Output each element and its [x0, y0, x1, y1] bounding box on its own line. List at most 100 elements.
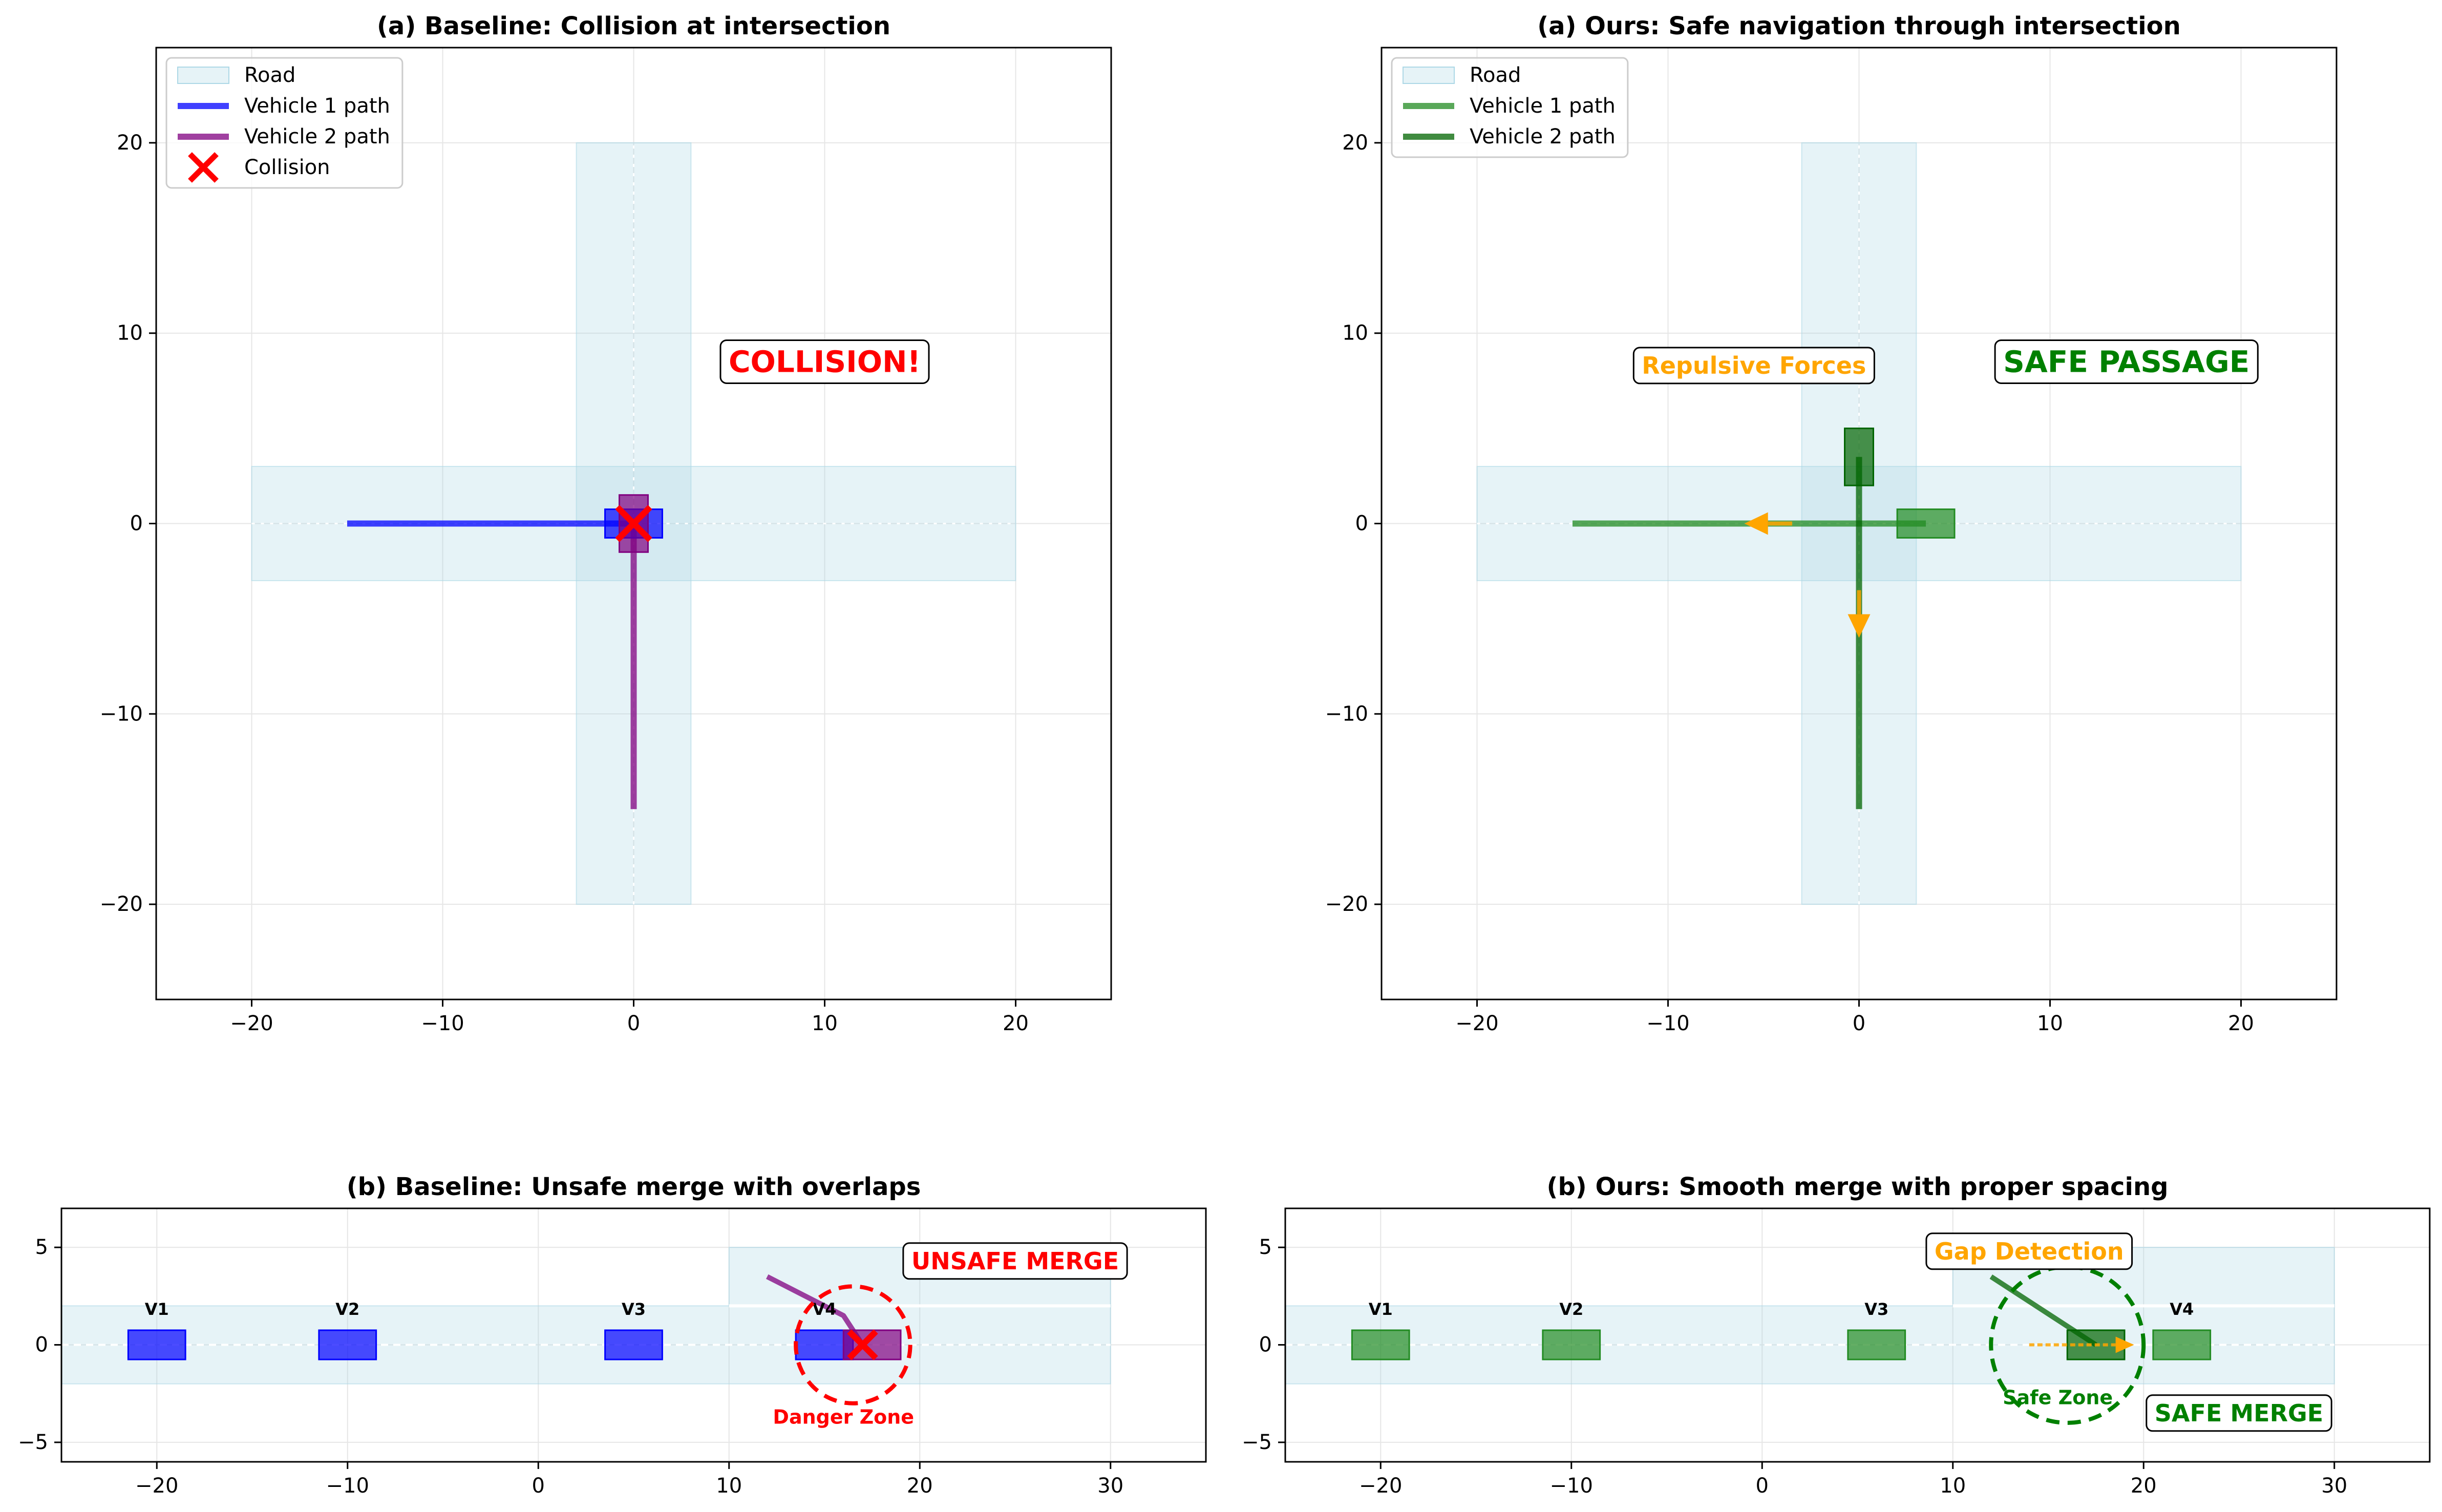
legend-box: [1391, 57, 1629, 158]
y-tick-label: −10: [1325, 702, 1368, 726]
x-tick-label: 20: [907, 1474, 933, 1498]
force-arrow-head: [1848, 614, 1871, 638]
x-tick-label: −20: [230, 1012, 273, 1035]
annotation: SAFE MERGE: [2155, 1399, 2323, 1427]
y-tick-label: 0: [35, 1333, 48, 1357]
vehicle-3: [2152, 1329, 2212, 1360]
chart-title: (a) Baseline: Collision at intersection: [377, 12, 890, 40]
vehicle-label: V2: [1559, 1300, 1583, 1319]
vehicle-0: [1351, 1329, 1410, 1360]
chart-title: (b) Ours: Smooth merge with proper spaci…: [1547, 1173, 2169, 1201]
legend-entry: Vehicle 2 path: [1470, 125, 1616, 148]
y-tick-label: 20: [117, 131, 143, 155]
annotation-box: [719, 339, 930, 384]
annotation: COLLISION!: [729, 344, 921, 379]
x-tick-label: 20: [2228, 1012, 2254, 1035]
x-tick-label: 10: [812, 1012, 838, 1035]
vehicle-label: V1: [1369, 1300, 1393, 1319]
annotation-box: [2146, 1394, 2332, 1432]
chart-title: (a) Ours: Safe navigation through inters…: [1537, 12, 2181, 40]
legend: Road Vehicle 1 path Vehicle 2 path Collisio…: [165, 57, 404, 189]
legend-key-road: [1403, 67, 1455, 84]
annotation: UNSAFE MERGE: [911, 1247, 1119, 1275]
legend: Road Vehicle 1 path Vehicle 2 path: [1391, 57, 1629, 158]
vehicle-0: [127, 1329, 186, 1360]
legend-entry: Vehicle 1 path: [244, 94, 390, 118]
axes-frame: [60, 1207, 1207, 1463]
vehicle-label: V3: [1864, 1300, 1888, 1319]
chart-title: (b) Baseline: Unsafe merge with overlaps: [347, 1173, 921, 1201]
chart-panel-1: Repulsive Forces SAFE PASSAGE −20 −10 0 10 20 −…: [1325, 12, 2338, 1035]
x-tick-label: −20: [1455, 1012, 1498, 1035]
y-tick-label: −20: [100, 892, 143, 916]
y-tick-label: 0: [1259, 1333, 1272, 1357]
annotation-box: [1994, 339, 2259, 384]
legend-key-collision: [188, 152, 219, 183]
collision-marker: [847, 1329, 878, 1360]
chart-panel-0: COLLISION! −20 −10 0 10 20 −20 −10 0 10 20 (a) Base…: [100, 12, 1112, 1035]
x-tick-label: −20: [135, 1474, 178, 1498]
annotation-box: [1925, 1232, 2133, 1270]
x-tick-label: 10: [2037, 1012, 2063, 1035]
y-tick-label: 5: [1259, 1236, 1272, 1259]
annotation: Safe Zone: [2003, 1386, 2113, 1409]
annotation-box: [1632, 347, 1875, 385]
chart-panel-2: V1 V2 V3 V4 UNSAFE MERGE Danger Zone −20 −10 0 10…: [18, 1173, 1207, 1498]
vehicle-2: [604, 1329, 663, 1360]
vehicle-label: V1: [145, 1300, 169, 1319]
legend-box: [165, 57, 404, 189]
legend-entry: Vehicle 2 path: [244, 125, 390, 148]
annotation: Danger Zone: [773, 1405, 914, 1428]
zone-circle: [794, 1284, 912, 1405]
annotation: Gap Detection: [1935, 1238, 2124, 1265]
y-tick-label: 0: [130, 512, 143, 536]
axes-frame: [1284, 1207, 2431, 1463]
x-tick-label: 0: [1756, 1474, 1769, 1498]
vehicle-label: V4: [812, 1300, 836, 1319]
y-tick-label: −5: [1242, 1431, 1272, 1454]
legend-entry: Collision: [244, 156, 330, 179]
x-tick-label: −10: [326, 1474, 369, 1498]
x-tick-label: −10: [421, 1012, 464, 1035]
vehicle-label: V4: [2170, 1300, 2194, 1319]
force-arrow-head: [2115, 1336, 2134, 1353]
x-tick-label: 0: [532, 1474, 545, 1498]
annotation: Repulsive Forces: [1642, 352, 1866, 379]
x-tick-label: 10: [716, 1474, 742, 1498]
chart-panel-3: V1 V2 V3 V4 Gap Detection Safe Zone SAFE MERGE…: [1242, 1173, 2431, 1498]
x-tick-label: 30: [1097, 1474, 1123, 1498]
y-tick-label: 20: [1342, 131, 1368, 155]
legend-entry: Vehicle 1 path: [1470, 94, 1616, 118]
vehicle-1: [1542, 1329, 1601, 1360]
force-arrow-head: [1744, 512, 1768, 535]
y-tick-label: −20: [1325, 892, 1368, 916]
x-tick-label: 10: [1940, 1474, 1966, 1498]
x-tick-label: −20: [1359, 1474, 1402, 1498]
x-tick-label: −10: [1550, 1474, 1593, 1498]
y-tick-label: 0: [1355, 512, 1368, 536]
vehicle-2: [1847, 1329, 1906, 1360]
vehicle-0: [1896, 508, 1956, 539]
y-tick-label: −10: [100, 702, 143, 726]
plot-area: V1 V2 V3 V4: [61, 1247, 1111, 1405]
x-tick-label: 20: [1003, 1012, 1029, 1035]
vehicle-1: [1844, 428, 1874, 486]
vehicle-1: [318, 1329, 377, 1360]
x-tick-label: 30: [2321, 1474, 2347, 1498]
annotation-box: [902, 1242, 1128, 1280]
plot-area: [251, 142, 1016, 905]
legend-key-road: [177, 67, 229, 84]
y-tick-label: 5: [35, 1236, 48, 1259]
legend-entry: Road: [1470, 63, 1521, 87]
y-tick-label: −5: [18, 1431, 48, 1454]
vehicle-label: V3: [622, 1300, 646, 1319]
plot-area: V1 V2 V3 V4: [1285, 1247, 2335, 1425]
x-tick-label: 0: [627, 1012, 640, 1035]
x-tick-label: 20: [2131, 1474, 2157, 1498]
zone-circle: [1989, 1265, 2146, 1425]
plot-area: [1476, 142, 2242, 905]
collision-marker: [615, 505, 652, 542]
y-tick-label: 10: [117, 322, 143, 345]
legend-entry: Road: [244, 63, 295, 87]
